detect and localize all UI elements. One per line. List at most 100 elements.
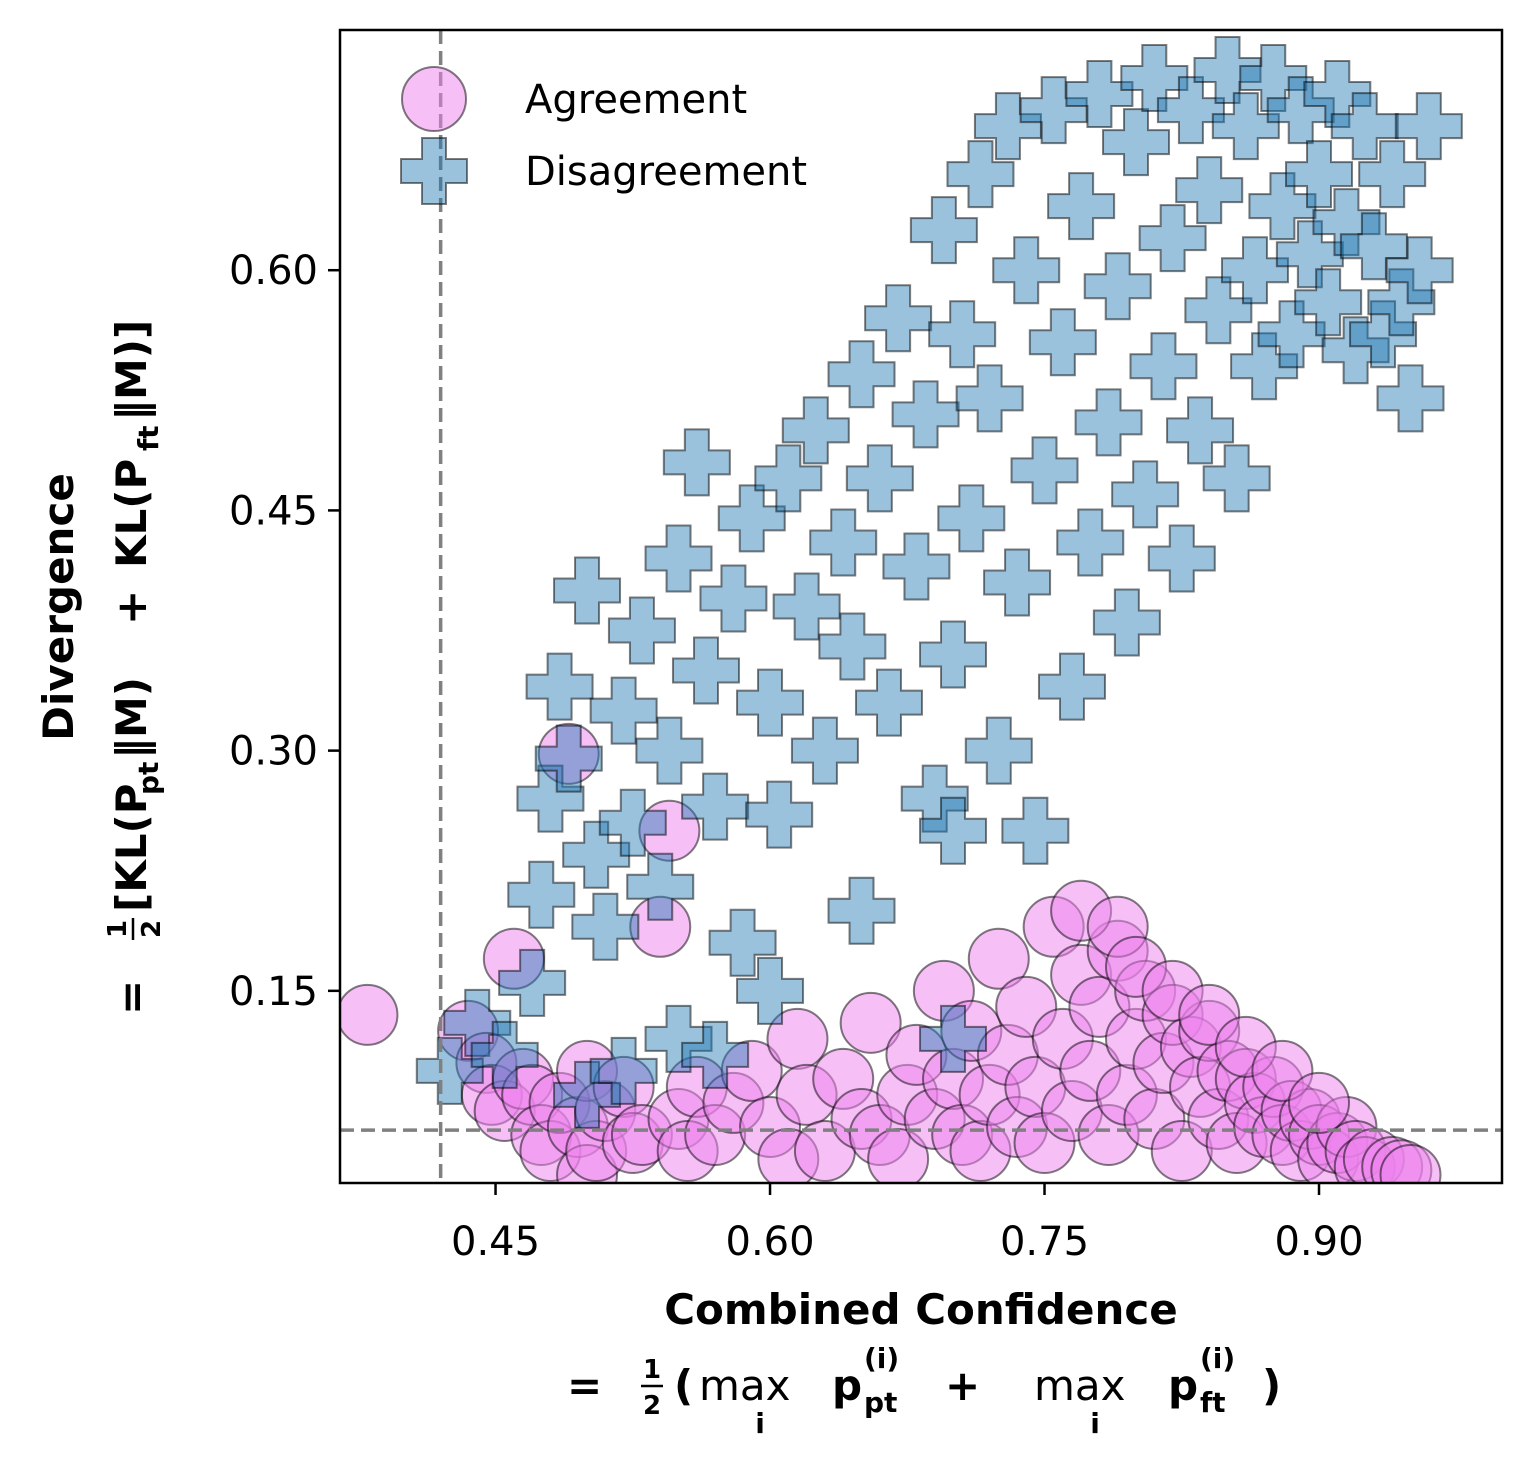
disagreement-point-38 <box>909 196 978 265</box>
x-formula-max-1: max <box>699 1361 791 1410</box>
disagreement-point-6 <box>525 652 594 721</box>
disagreement-point-41 <box>928 300 997 369</box>
agreement-point-47 <box>967 927 1030 990</box>
disagreement-point-90 <box>1394 92 1463 161</box>
disagreement-point-80 <box>1285 140 1354 209</box>
agreement-point-0 <box>340 983 399 1046</box>
disagreement-point-60 <box>1102 108 1171 177</box>
legend: Agreement Disagreement <box>400 66 807 205</box>
x-axis-formula: = 1 2 ( max i p (i) pt + max i p (i) ft … <box>567 1342 1281 1440</box>
disagreement-point-98 <box>589 1036 658 1105</box>
disagreement-point-7 <box>534 724 603 793</box>
disagreement-point-42 <box>937 484 1006 553</box>
disagreement-point-22 <box>717 484 786 553</box>
y-axis-title-group: Divergence = 1 2 [KL(P pt ‖M) + KL(P ft … <box>34 320 167 1015</box>
disagreement-point-44 <box>955 364 1024 433</box>
y-formula-sub-ft: ft <box>132 425 165 451</box>
x-axis-title: Combined Confidence <box>664 1285 1178 1334</box>
disagreement-point-24 <box>745 780 814 849</box>
disagreement-point-74 <box>1230 332 1299 401</box>
disagreement-point-75 <box>1239 44 1308 113</box>
disagreement-point-91 <box>1385 236 1454 305</box>
disagreement-point-31 <box>827 340 896 409</box>
disagreement-point-65 <box>1147 524 1216 593</box>
y-formula-part-3: KL(P <box>107 459 156 568</box>
x-formula-p-2-sub: ft <box>1200 1386 1226 1419</box>
disagreement-point-68 <box>1175 156 1244 225</box>
disagreement-point-83 <box>1312 188 1381 257</box>
agreement-point-91 <box>1379 1144 1442 1183</box>
y-formula-equals: = <box>107 980 156 1015</box>
points-layer <box>340 36 1463 1183</box>
disagreement-point-99 <box>681 1020 750 1089</box>
x-formula-frac-den: 2 <box>643 1391 661 1421</box>
disagreement-point-63 <box>1129 332 1198 401</box>
disagreement-point-18 <box>671 636 740 705</box>
disagreement-point-49 <box>1001 796 1070 865</box>
disagreement-point-69 <box>1184 276 1253 345</box>
x-formula-p-1-sup: (i) <box>864 1342 899 1375</box>
disagreement-point-56 <box>1065 60 1134 129</box>
agreement-point-27 <box>720 1039 783 1102</box>
disagreement-point-27 <box>781 396 850 465</box>
x-formula-close-paren: ) <box>1262 1361 1281 1410</box>
legend-agreement-label: Agreement <box>525 77 747 123</box>
y-tick-label: 0.30 <box>229 729 318 775</box>
disagreement-point-40 <box>919 1004 988 1073</box>
x-formula-p-1-sub: pt <box>864 1386 897 1419</box>
disagreement-point-21 <box>708 908 777 977</box>
disagreement-point-45 <box>964 716 1033 785</box>
disagreement-point-71 <box>1202 444 1271 513</box>
disagreement-point-55 <box>1056 508 1125 577</box>
disagreement-point-59 <box>1092 588 1161 657</box>
disagreement-point-16 <box>644 524 713 593</box>
disagreement-point-95 <box>736 956 805 1025</box>
x-formula-equals: = <box>567 1361 602 1410</box>
agreement-point-20 <box>629 895 692 958</box>
x-formula-max-2: max <box>1034 1361 1126 1410</box>
legend-agreement-marker <box>401 66 467 132</box>
x-formula-p-1: p <box>832 1361 862 1410</box>
agreement-point-99 <box>1288 1071 1351 1134</box>
disagreement-point-43 <box>946 140 1015 209</box>
disagreement-point-12 <box>598 788 667 857</box>
y-formula-part-2: ‖M) <box>107 677 156 759</box>
plot-frame <box>338 28 1504 1185</box>
legend-disagreement-marker <box>400 137 468 205</box>
disagreement-point-54 <box>1047 172 1116 241</box>
disagreement-point-36 <box>891 380 960 449</box>
disagreement-point-1 <box>443 988 512 1057</box>
x-tick-label: 0.60 <box>726 1219 815 1265</box>
disagreement-point-28 <box>790 716 859 785</box>
y-tick-label: 0.45 <box>229 488 318 534</box>
disagreement-point-19 <box>681 772 750 841</box>
disagreement-point-78 <box>1266 76 1335 145</box>
disagreement-point-58 <box>1083 252 1152 321</box>
disagreement-point-96 <box>644 1004 713 1073</box>
disagreement-point-92 <box>1376 364 1445 433</box>
disagreement-point-67 <box>1166 396 1235 465</box>
x-formula-plus: + <box>945 1361 980 1410</box>
y-formula-frac-den: 2 <box>137 920 167 938</box>
disagreement-point-89 <box>1367 268 1436 337</box>
disagreement-point-0 <box>415 1036 484 1105</box>
disagreement-point-10 <box>571 892 640 961</box>
disagreement-point-88 <box>1358 140 1427 209</box>
disagreement-point-14 <box>626 852 695 921</box>
y-axis: 0.15 0.30 0.45 0.60 <box>229 248 340 1015</box>
disagreement-point-13 <box>607 596 676 665</box>
x-formula-p-2-sup: (i) <box>1200 1342 1235 1375</box>
disagreement-point-57 <box>1074 388 1143 457</box>
x-formula-max-2-sub: i <box>1090 1407 1100 1440</box>
disagreement-point-93 <box>919 796 988 865</box>
y-formula-sub-pt: pt <box>132 762 165 795</box>
x-tick-label: 0.90 <box>1274 1219 1363 1265</box>
y-axis-formula: = 1 2 [KL(P pt ‖M) + KL(P ft ‖M)] <box>103 320 167 1015</box>
reference-lines <box>340 30 1502 1183</box>
disagreement-point-61 <box>1111 460 1180 529</box>
x-axis: 0.45 0.60 0.75 0.90 <box>451 1183 1364 1265</box>
disagreement-point-39 <box>919 620 988 689</box>
disagreement-point-9 <box>562 820 631 889</box>
